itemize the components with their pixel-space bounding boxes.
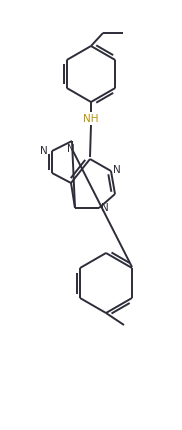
Text: N: N [67, 144, 75, 154]
Text: N: N [101, 203, 109, 213]
Text: N: N [40, 146, 48, 156]
Text: N: N [113, 165, 121, 175]
Text: NH: NH [83, 114, 99, 124]
